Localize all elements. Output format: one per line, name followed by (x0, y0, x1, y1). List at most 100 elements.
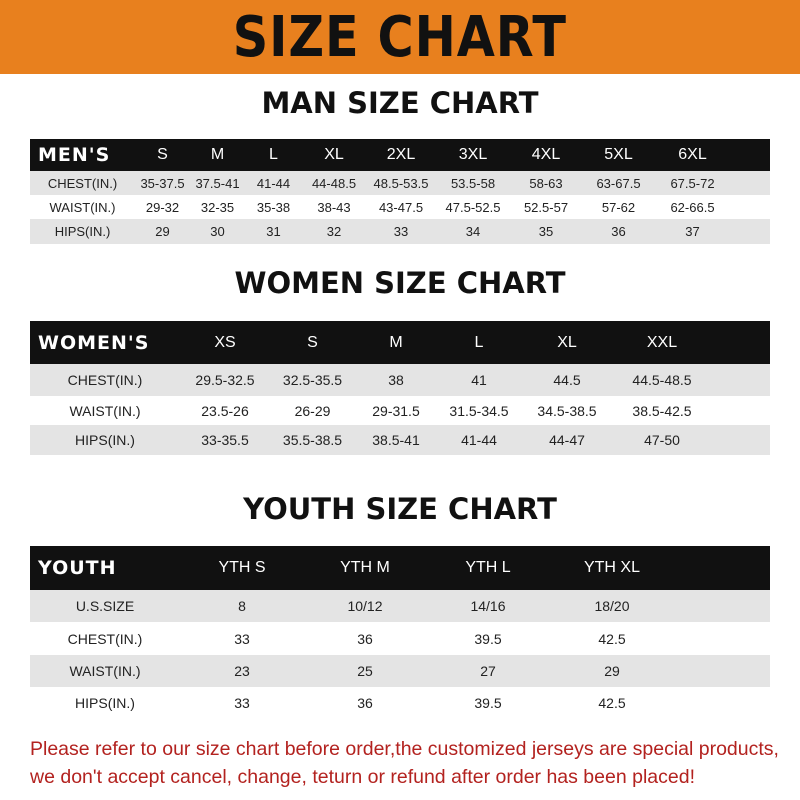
size-header: XL (302, 139, 366, 171)
size-header: XL (521, 321, 613, 364)
table-cell: 53.5-58 (436, 171, 510, 195)
table-cell: 47-50 (613, 425, 711, 455)
measure-label: WAIST(IN.) (30, 655, 180, 687)
measure-label: CHEST(IN.) (30, 364, 180, 396)
table-cell: 44-47 (521, 425, 613, 455)
table-cell: 33 (366, 219, 436, 244)
size-header: 4XL (510, 139, 582, 171)
table-cell: 38 (355, 364, 437, 396)
table-cell: 48.5-53.5 (366, 171, 436, 195)
youth-size-table: YOUTH YTH S YTH M YTH L YTH XL U.S.SIZE 8 10/12… (30, 546, 770, 718)
table-cell: 38.5-41 (355, 425, 437, 455)
order-notice: Please refer to our size chart before or… (30, 735, 790, 791)
table-cell: 18/20 (550, 590, 674, 622)
size-header: L (437, 321, 521, 364)
table-cell: 31 (245, 219, 302, 244)
table-row: CHEST(IN.) 35-37.5 37.5-41 41-44 44-48.5 48.5… (30, 171, 770, 195)
notice-line-2: we don't accept cancel, change, teturn o… (30, 766, 695, 788)
size-chart-banner: SIZE CHART (0, 0, 800, 74)
table-row: WAIST(IN.) 23.5-26 26-29 29-31.5 31.5-34.5 34… (30, 396, 770, 425)
row-spacer (730, 171, 770, 195)
table-cell: 32-35 (190, 195, 245, 219)
table-cell: 58-63 (510, 171, 582, 195)
table-label: WOMEN'S (30, 321, 180, 364)
size-header: YTH XL (550, 546, 674, 590)
table-cell: 35-38 (245, 195, 302, 219)
measure-label: U.S.SIZE (30, 590, 180, 622)
size-header: YTH M (304, 546, 426, 590)
size-header: 6XL (655, 139, 730, 171)
banner-title: SIZE CHART (232, 4, 568, 70)
table-cell: 14/16 (426, 590, 550, 622)
youth-chart-title: YOUTH SIZE CHART (243, 492, 557, 526)
notice-line-1: Please refer to our size chart before or… (30, 738, 779, 760)
table-cell: 57-62 (582, 195, 655, 219)
size-header: L (245, 139, 302, 171)
table-cell: 34 (436, 219, 510, 244)
table-row: HIPS(IN.) 33-35.5 35.5-38.5 38.5-41 41-44 44-… (30, 425, 770, 455)
table-cell: 44.5 (521, 364, 613, 396)
table-cell: 47.5-52.5 (436, 195, 510, 219)
table-row: HIPS(IN.) 29 30 31 32 33 34 35 36 37 (30, 219, 770, 244)
header-spacer (730, 139, 770, 171)
table-cell: 43-47.5 (366, 195, 436, 219)
table-cell: 52.5-57 (510, 195, 582, 219)
table-cell: 10/12 (304, 590, 426, 622)
table-cell: 62-66.5 (655, 195, 730, 219)
men-size-table: MEN'S S M L XL 2XL 3XL 4XL 5XL 6XL CHEST(IN.) 35-37… (30, 139, 770, 244)
table-cell: 31.5-34.5 (437, 396, 521, 425)
table-cell: 36 (582, 219, 655, 244)
table-cell: 35.5-38.5 (270, 425, 355, 455)
header-row: YOUTH YTH S YTH M YTH L YTH XL (30, 546, 770, 590)
row-spacer (711, 425, 770, 455)
table-cell: 38.5-42.5 (613, 396, 711, 425)
size-header: 2XL (366, 139, 436, 171)
table-cell: 36 (304, 687, 426, 718)
table-cell: 35 (510, 219, 582, 244)
table-cell: 67.5-72 (655, 171, 730, 195)
table-cell: 25 (304, 655, 426, 687)
table-cell: 37.5-41 (190, 171, 245, 195)
row-spacer (711, 364, 770, 396)
header-row: MEN'S S M L XL 2XL 3XL 4XL 5XL 6XL (30, 139, 770, 171)
table-cell: 34.5-38.5 (521, 396, 613, 425)
table-row: CHEST(IN.) 33 36 39.5 42.5 (30, 622, 770, 655)
row-spacer (674, 687, 770, 718)
row-spacer (674, 622, 770, 655)
header-row: WOMEN'S XS S M L XL XXL (30, 321, 770, 364)
table-cell: 36 (304, 622, 426, 655)
table-cell: 32 (302, 219, 366, 244)
table-label: MEN'S (30, 139, 135, 171)
table-cell: 8 (180, 590, 304, 622)
size-header: M (355, 321, 437, 364)
table-cell: 42.5 (550, 622, 674, 655)
table-cell: 44-48.5 (302, 171, 366, 195)
row-spacer (730, 195, 770, 219)
table-cell: 33 (180, 687, 304, 718)
table-row: U.S.SIZE 8 10/12 14/16 18/20 (30, 590, 770, 622)
table-cell: 37 (655, 219, 730, 244)
row-spacer (674, 590, 770, 622)
table-cell: 39.5 (426, 622, 550, 655)
table-cell: 39.5 (426, 687, 550, 718)
table-cell: 38-43 (302, 195, 366, 219)
size-header: YTH S (180, 546, 304, 590)
size-header: 5XL (582, 139, 655, 171)
table-cell: 42.5 (550, 687, 674, 718)
men-chart-title: MAN SIZE CHART (261, 86, 539, 120)
size-header: YTH L (426, 546, 550, 590)
table-cell: 23.5-26 (180, 396, 270, 425)
table-cell: 26-29 (270, 396, 355, 425)
row-spacer (711, 396, 770, 425)
size-header: M (190, 139, 245, 171)
table-cell: 29-32 (135, 195, 190, 219)
table-cell: 23 (180, 655, 304, 687)
table-cell: 41-44 (437, 425, 521, 455)
table-label: YOUTH (30, 546, 180, 590)
row-spacer (674, 655, 770, 687)
table-cell: 29 (135, 219, 190, 244)
size-header: 3XL (436, 139, 510, 171)
measure-label: HIPS(IN.) (30, 425, 180, 455)
table-cell: 29 (550, 655, 674, 687)
measure-label: HIPS(IN.) (30, 687, 180, 718)
